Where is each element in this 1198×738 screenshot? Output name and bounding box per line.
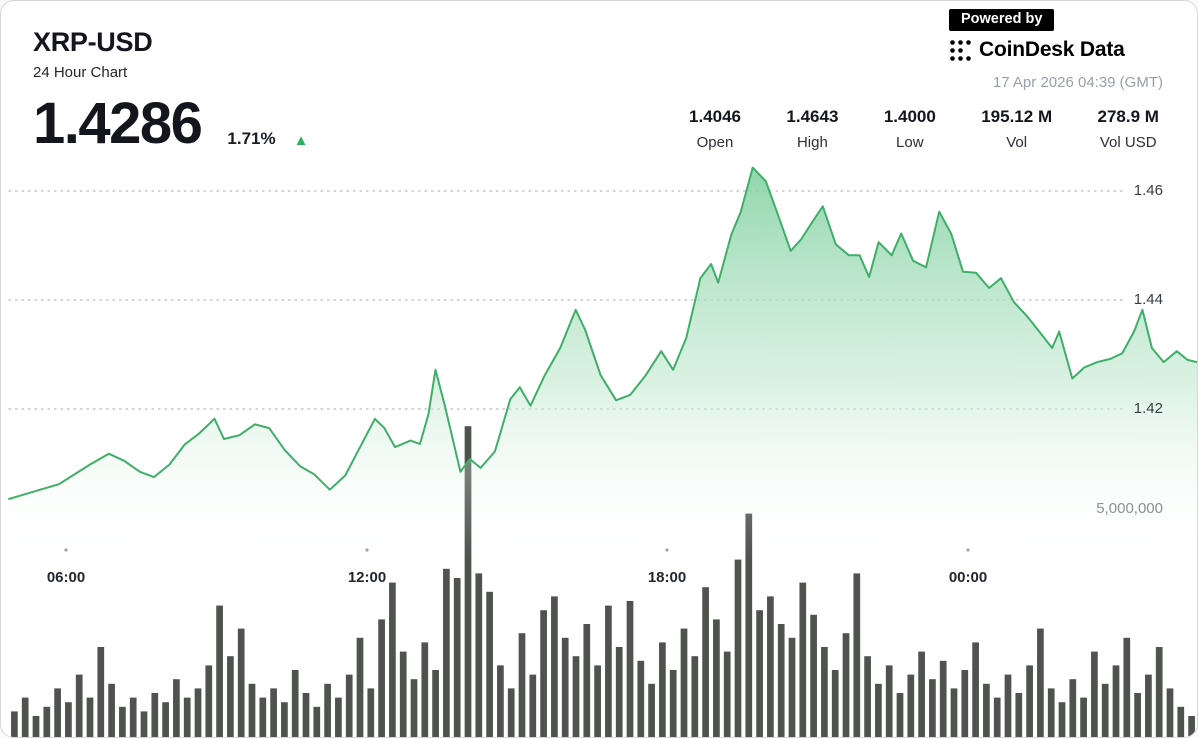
stat-vol-usd: 278.9 M Vol USD: [1098, 107, 1159, 151]
price-axis-label-144: 1.44: [1133, 291, 1163, 308]
stat-vol-label: Vol: [1006, 134, 1028, 151]
stat-open: 1.4046 Open: [689, 107, 741, 151]
stat-low-value: 1.4000: [883, 107, 936, 126]
x-axis-label-0000: 00:00: [948, 569, 988, 586]
x-axis-label-1200: 12:00: [347, 569, 387, 586]
stat-vol-usd-value: 278.9 M: [1097, 107, 1159, 126]
price-axis-label-142: 1.42: [1133, 400, 1163, 417]
brand-name: CoinDesk Data: [979, 38, 1125, 61]
price-row: 1.4286 1.71% ▲: [33, 95, 308, 153]
stat-vol-value: 195.12 M: [981, 107, 1053, 126]
stat-high: 1.4643 High: [786, 107, 838, 151]
powered-by-badge: Powered by: [949, 9, 1055, 31]
header-left: XRP-USD 24 Hour Chart 1.4286 1.71% ▲: [33, 27, 308, 153]
coindesk-logo-icon: [950, 39, 971, 61]
x-axis-label-0600: 06:00: [46, 569, 86, 586]
change-percent: 1.71%: [227, 129, 276, 148]
coindesk-data-logo[interactable]: CoinDesk Data: [949, 38, 1125, 62]
timestamp: 17 Apr 2026 04:39 (GMT): [992, 74, 1163, 91]
stat-low-label: Low: [896, 134, 924, 151]
stat-high-label: High: [796, 134, 828, 151]
stat-open-value: 1.4046: [689, 107, 741, 126]
stat-high-value: 1.4643: [786, 107, 839, 126]
price-axis-label-146: 1.46: [1133, 182, 1163, 199]
chart-subtitle: 24 Hour Chart: [33, 64, 128, 81]
x-axis-label-1800: 18:00: [647, 569, 687, 586]
current-price: 1.4286: [33, 91, 203, 156]
header-right: Powered by CoinDesk Data 17 Apr 2026 04:…: [949, 9, 1163, 91]
symbol-title: XRP-USD: [33, 27, 153, 57]
stat-open-label: Open: [696, 134, 734, 151]
volume-axis-label: 5,000,000: [1096, 500, 1163, 517]
stat-low: 1.4000 Low: [884, 107, 936, 151]
stat-vol-usd-label: Vol USD: [1099, 134, 1157, 151]
stat-vol: 195.12 M Vol: [981, 107, 1052, 151]
stats-row: 1.4046 Open 1.4643 High 1.4000 Low 195.1…: [689, 107, 1159, 151]
up-triangle-icon: ▲: [293, 132, 309, 149]
